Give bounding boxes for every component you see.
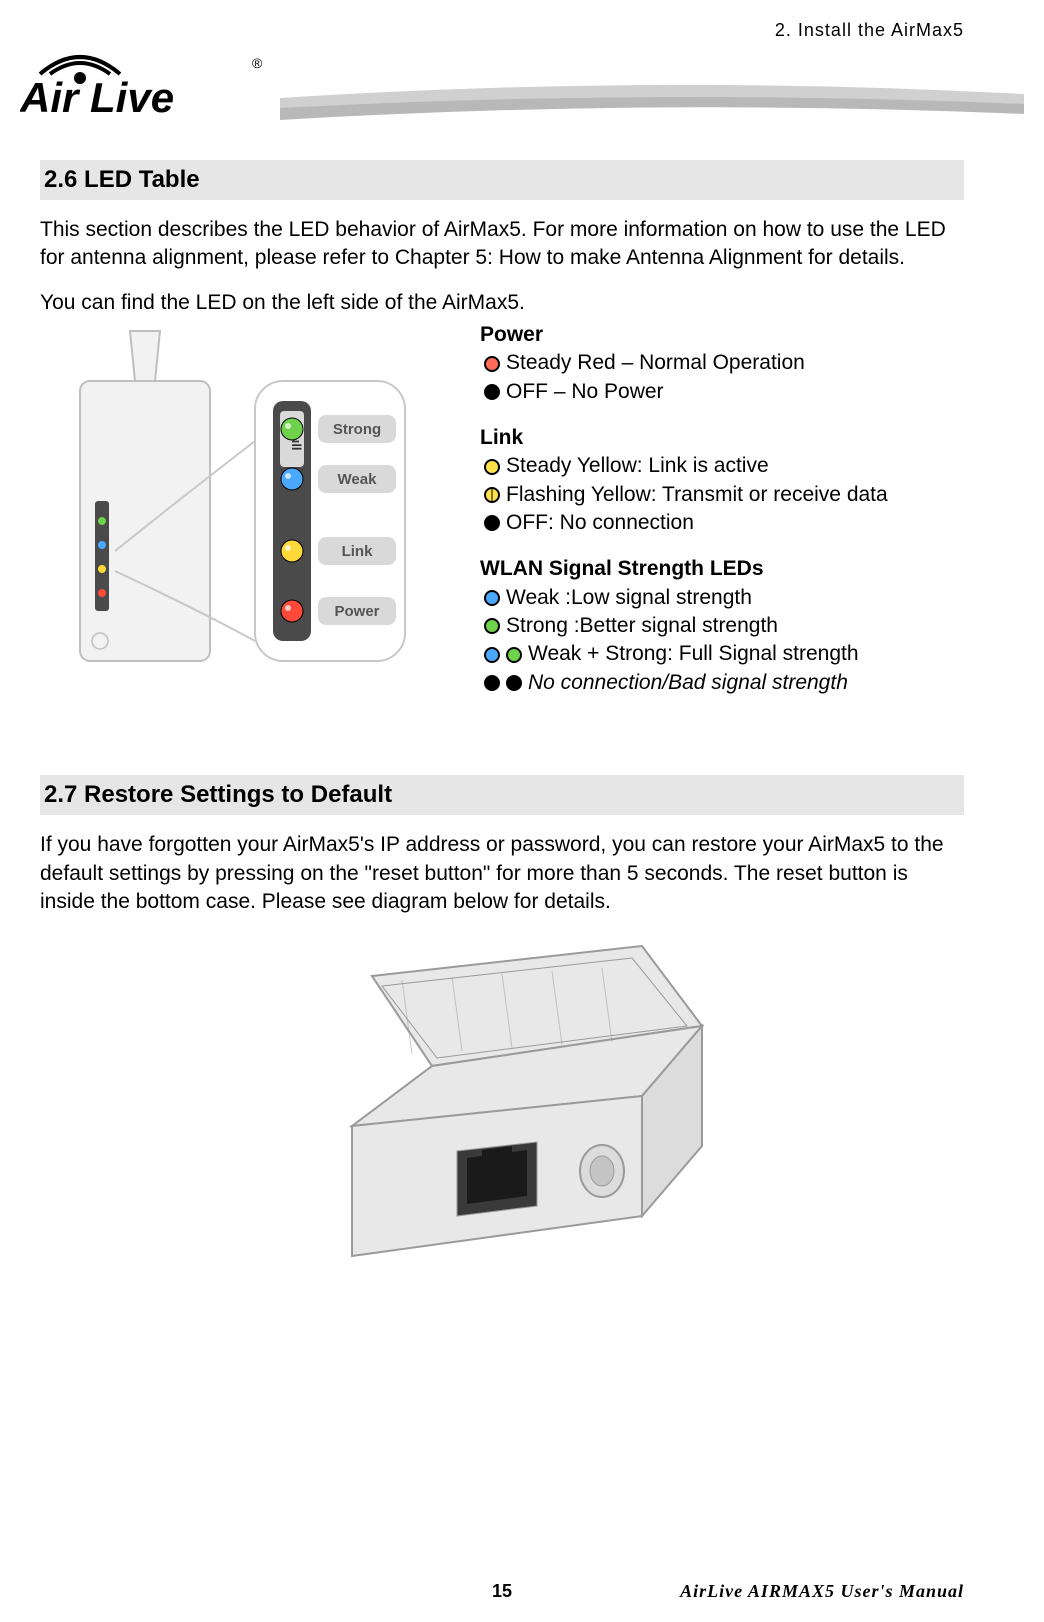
legend-text: No connection/Bad signal strength <box>528 669 848 697</box>
page-header: 2. Install the AirMax5 Air Live ® <box>40 20 964 140</box>
led-dot-icon <box>484 515 500 531</box>
section-heading-2-6: 2.6 LED Table <box>40 160 964 200</box>
legend-title: WLAN Signal Strength LEDs <box>480 555 964 583</box>
led-legend: PowerSteady Red – Normal OperationOFF – … <box>480 321 964 715</box>
legend-line: Weak + Strong: Full Signal strength <box>484 640 964 668</box>
legend-line: Flashing Yellow: Transmit or receive dat… <box>484 481 964 509</box>
led-dot-icon <box>484 618 500 634</box>
led-dot-icon <box>506 675 522 691</box>
breadcrumb: 2. Install the AirMax5 <box>775 20 964 41</box>
legend-line: No connection/Bad signal strength <box>484 669 964 697</box>
led-dot-icon <box>484 590 500 606</box>
svg-text:Weak: Weak <box>338 471 378 488</box>
legend-text: Flashing Yellow: Transmit or receive dat… <box>506 481 888 509</box>
led-diagram: FullStrongWeakLinkPower <box>40 321 460 715</box>
legend-line: OFF: No connection <box>484 509 964 537</box>
svg-text:Air Live: Air Live <box>20 74 174 120</box>
reset-diagram <box>40 936 964 1296</box>
legend-text: Strong :Better signal strength <box>506 612 778 640</box>
svg-text:Link: Link <box>342 543 373 560</box>
section-2-6-p2: You can find the LED on the left side of… <box>40 289 964 317</box>
svg-text:Strong: Strong <box>333 421 381 438</box>
page-footer: 15 AirLive AIRMAX5 User's Manual <box>40 1581 964 1602</box>
legend-text: Steady Yellow: Link is active <box>506 452 769 480</box>
legend-text: OFF – No Power <box>506 378 664 406</box>
header-swoosh <box>280 80 1024 136</box>
led-dot-icon <box>484 675 500 691</box>
legend-line: Steady Yellow: Link is active <box>484 452 964 480</box>
manual-title: AirLive AIRMAX5 User's Manual <box>680 1581 964 1602</box>
legend-text: Weak :Low signal strength <box>506 584 752 612</box>
legend-title: Link <box>480 424 964 452</box>
legend-line: OFF – No Power <box>484 378 964 406</box>
legend-title: Power <box>480 321 964 349</box>
led-dot-icon <box>484 459 500 475</box>
led-dot-icon <box>506 647 522 663</box>
section-2-6-p1: This section describes the LED behavior … <box>40 216 964 273</box>
svg-text:Power: Power <box>334 603 379 620</box>
led-dot-icon <box>484 356 500 372</box>
legend-text: Weak + Strong: Full Signal strength <box>528 640 859 668</box>
legend-line: Weak :Low signal strength <box>484 584 964 612</box>
legend-text: OFF: No connection <box>506 509 694 537</box>
legend-text: Steady Red – Normal Operation <box>506 349 805 377</box>
led-dot-icon <box>484 384 500 400</box>
section-2-7-p1: If you have forgotten your AirMax5's IP … <box>40 831 964 916</box>
legend-line: Steady Red – Normal Operation <box>484 349 964 377</box>
page-number: 15 <box>492 1581 512 1602</box>
legend-line: Strong :Better signal strength <box>484 612 964 640</box>
led-dot-icon <box>484 647 500 663</box>
section-heading-2-7: 2.7 Restore Settings to Default <box>40 775 964 815</box>
svg-text:®: ® <box>252 55 263 71</box>
airlive-logo: Air Live ® <box>20 30 280 126</box>
led-dot-icon <box>484 487 500 503</box>
